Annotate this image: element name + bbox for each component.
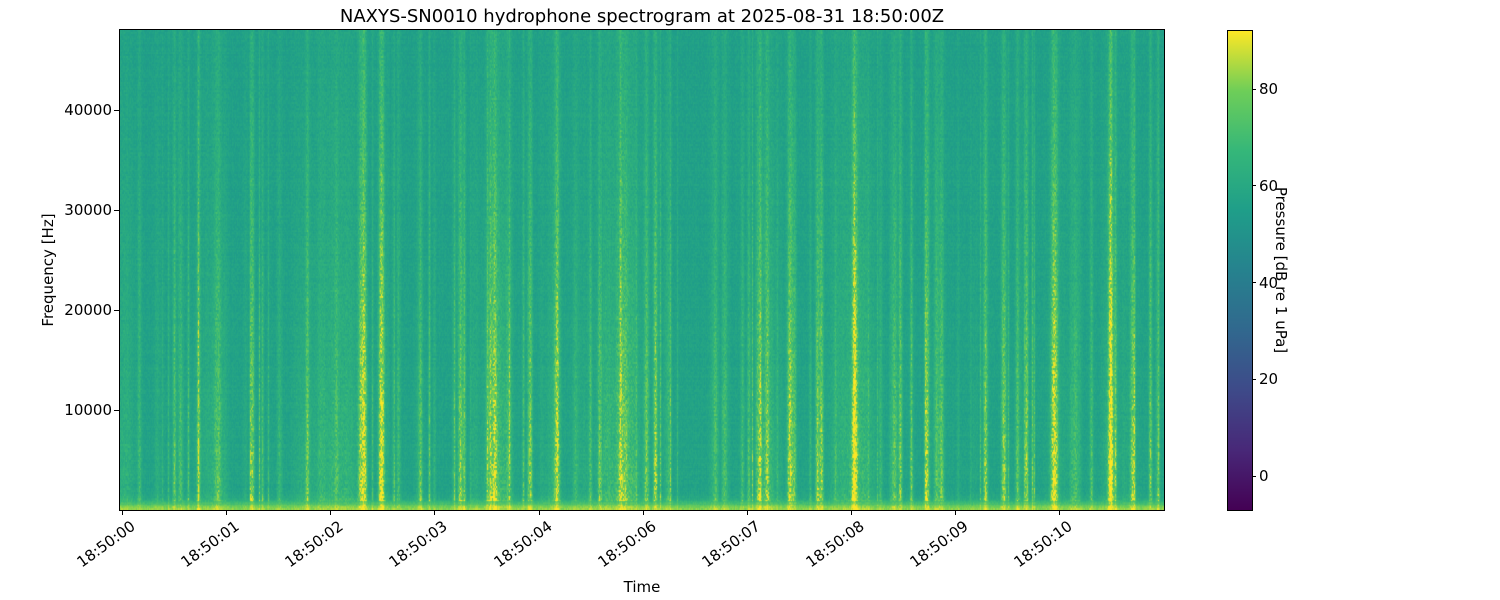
x-tick-label: 18:50:02 bbox=[281, 517, 347, 572]
x-tick-label: 18:50:04 bbox=[490, 517, 556, 572]
x-tick-mark bbox=[851, 510, 853, 515]
y-tick-mark bbox=[114, 109, 119, 111]
x-tick-mark bbox=[434, 510, 436, 515]
colorbar-tick-mark bbox=[1252, 185, 1256, 187]
x-tick-label: 18:50:00 bbox=[73, 517, 139, 572]
plot-area bbox=[114, 29, 1165, 515]
colorbar-gradient bbox=[1228, 31, 1252, 510]
y-tick-label: 30000 bbox=[64, 201, 112, 219]
x-tick-label: 18:50:07 bbox=[698, 517, 764, 572]
y-tick-label: 40000 bbox=[64, 101, 112, 119]
x-tick-label: 18:50:08 bbox=[802, 517, 868, 572]
chart-title: NAXYS-SN0010 hydrophone spectrogram at 2… bbox=[339, 6, 945, 27]
colorbar-tick-mark bbox=[1252, 378, 1256, 380]
x-tick-mark bbox=[642, 510, 644, 515]
x-tick-label: 18:50:03 bbox=[385, 517, 452, 572]
spectrogram-heatmap bbox=[120, 30, 1164, 510]
x-axis-label: Time bbox=[623, 578, 661, 596]
x-tick-mark bbox=[122, 510, 123, 515]
colorbar-tick-label: 0 bbox=[1259, 467, 1269, 486]
x-tick-mark bbox=[955, 510, 957, 515]
colorbar-tick-mark bbox=[1252, 88, 1256, 90]
y-tick-mark bbox=[114, 409, 119, 411]
y-axis-label: Frequency [Hz] bbox=[39, 213, 57, 327]
x-tick-label: 18:50:06 bbox=[594, 517, 660, 572]
x-tick-mark bbox=[538, 510, 540, 515]
colorbar-tick-label: 40 bbox=[1259, 273, 1279, 292]
colorbar-tick-label: 60 bbox=[1259, 176, 1279, 195]
colorbar-tick-mark bbox=[1252, 475, 1256, 477]
x-tick-mark bbox=[226, 510, 228, 515]
colorbar-label: Pressure [dB re 1 uPa] bbox=[1272, 186, 1290, 354]
x-tick-label: 18:50:01 bbox=[177, 517, 243, 572]
colorbar-tick-label: 80 bbox=[1259, 80, 1279, 99]
x-tick-label: 18:50:10 bbox=[1010, 517, 1076, 572]
colorbar-tick-label: 20 bbox=[1259, 370, 1279, 389]
y-tick-label: 10000 bbox=[64, 401, 112, 419]
y-tick-label: 20000 bbox=[64, 301, 112, 319]
y-tick-mark bbox=[114, 209, 119, 211]
y-tick-mark bbox=[114, 309, 119, 311]
x-tick-label: 18:50:09 bbox=[906, 517, 972, 572]
colorbar bbox=[1227, 30, 1253, 511]
colorbar-tick-mark bbox=[1252, 282, 1256, 284]
x-tick-mark bbox=[330, 510, 332, 515]
x-tick-mark bbox=[1059, 510, 1061, 515]
x-tick-mark bbox=[746, 510, 748, 515]
